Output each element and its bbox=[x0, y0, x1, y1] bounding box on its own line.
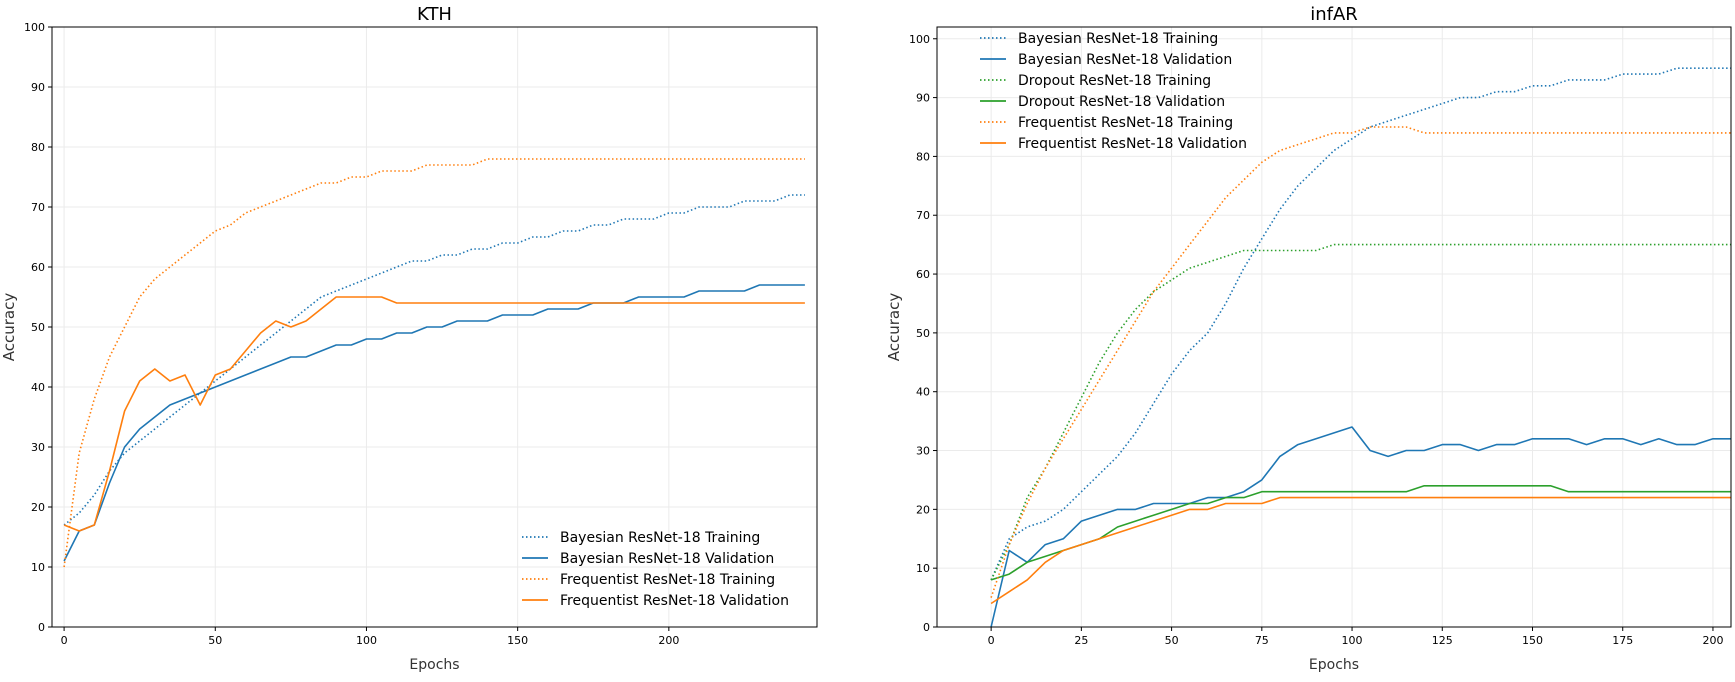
x-axis-label: Epochs bbox=[409, 657, 459, 673]
y-tick-label: 0 bbox=[923, 621, 930, 634]
series-line-frequentist-resnet-18-validation bbox=[990, 496, 1731, 605]
x-tick-label: 50 bbox=[1165, 634, 1179, 647]
y-tick-label: 70 bbox=[916, 209, 930, 222]
y-tick-label: 80 bbox=[916, 150, 930, 163]
y-tick-label: 20 bbox=[916, 503, 930, 516]
chart-title: KTH bbox=[417, 4, 452, 25]
x-tick-label: 0 bbox=[988, 634, 995, 647]
x-tick-label: 150 bbox=[1522, 634, 1543, 647]
x-tick-label: 0 bbox=[61, 634, 68, 647]
y-tick-label: 70 bbox=[31, 201, 45, 214]
legend: Bayesian ResNet-18 Training Bayesian ResN… bbox=[980, 31, 1247, 152]
x-tick-label: 100 bbox=[356, 634, 377, 647]
chart-kth: 0 50 100 150 200 0 10 20 30 40 50 60 70 80 90 100 KTH Epo… bbox=[0, 4, 818, 673]
legend-label: Bayesian ResNet-18 Training bbox=[1018, 31, 1218, 47]
legend-label: Bayesian ResNet-18 Validation bbox=[1018, 52, 1232, 68]
y-axis-label: Accuracy bbox=[885, 293, 903, 362]
y-tick-label: 80 bbox=[31, 141, 45, 154]
series-line-frequentist-resnet-18-validation bbox=[63, 296, 805, 532]
legend-label: Bayesian ResNet-18 Training bbox=[560, 530, 760, 546]
y-tick-label: 60 bbox=[31, 261, 45, 274]
y-tick-label: 40 bbox=[31, 381, 45, 394]
y-tick-label: 40 bbox=[916, 386, 930, 399]
y-tick-label: 30 bbox=[916, 445, 930, 458]
x-tick-label: 200 bbox=[658, 634, 679, 647]
x-tick-label: 100 bbox=[1342, 634, 1363, 647]
legend-label: Frequentist ResNet-18 Validation bbox=[560, 593, 789, 609]
x-tick-label: 150 bbox=[507, 634, 528, 647]
x-tick-label: 125 bbox=[1432, 634, 1453, 647]
y-tick-label: 100 bbox=[909, 33, 930, 46]
x-tick-label: 175 bbox=[1612, 634, 1633, 647]
y-tick-label: 10 bbox=[916, 562, 930, 575]
x-tick-label: 25 bbox=[1074, 634, 1088, 647]
legend-label: Dropout ResNet-18 Validation bbox=[1018, 94, 1225, 110]
series-line-bayesian-resnet-18-training bbox=[63, 194, 805, 526]
y-tick-label: 90 bbox=[916, 92, 930, 105]
series-line-dropout-resnet-18-training bbox=[990, 243, 1731, 581]
legend: Bayesian ResNet-18 Training Bayesian ResN… bbox=[522, 530, 789, 609]
x-axis-label: Epochs bbox=[1309, 657, 1359, 673]
y-tick-label: 20 bbox=[31, 501, 45, 514]
plot-frame bbox=[936, 26, 1732, 628]
legend-label: Bayesian ResNet-18 Validation bbox=[560, 551, 774, 567]
y-tick-label: 50 bbox=[916, 327, 930, 340]
legend-label: Dropout ResNet-18 Training bbox=[1018, 73, 1211, 89]
y-tick-label: 30 bbox=[31, 441, 45, 454]
x-tick-label: 75 bbox=[1255, 634, 1269, 647]
legend-label: Frequentist ResNet-18 Validation bbox=[1018, 136, 1247, 152]
x-tick-label: 200 bbox=[1702, 634, 1723, 647]
x-tick-label: 50 bbox=[208, 634, 222, 647]
series-line-dropout-resnet-18-validation bbox=[990, 484, 1731, 581]
y-tick-label: 60 bbox=[916, 268, 930, 281]
y-tick-label: 10 bbox=[31, 561, 45, 574]
series-line-bayesian-resnet-18-validation bbox=[990, 426, 1731, 628]
y-tick-label: 90 bbox=[31, 81, 45, 94]
y-tick-label: 0 bbox=[38, 621, 45, 634]
chart-title: infAR bbox=[1310, 4, 1358, 25]
series-line-frequentist-resnet-18-training bbox=[990, 126, 1731, 598]
y-axis-label: Accuracy bbox=[0, 293, 18, 362]
chart-infar: 0 25 50 75 100 125 150 175 200 0 10 20 30 40 50 60 70 80 9… bbox=[885, 4, 1732, 673]
legend-label: Frequentist ResNet-18 Training bbox=[1018, 115, 1233, 131]
y-tick-label: 50 bbox=[31, 321, 45, 334]
series-line-frequentist-resnet-18-training bbox=[63, 158, 805, 568]
y-tick-label: 100 bbox=[24, 21, 45, 34]
legend-label: Frequentist ResNet-18 Training bbox=[560, 572, 775, 588]
series-line-bayesian-resnet-18-validation bbox=[63, 284, 805, 562]
